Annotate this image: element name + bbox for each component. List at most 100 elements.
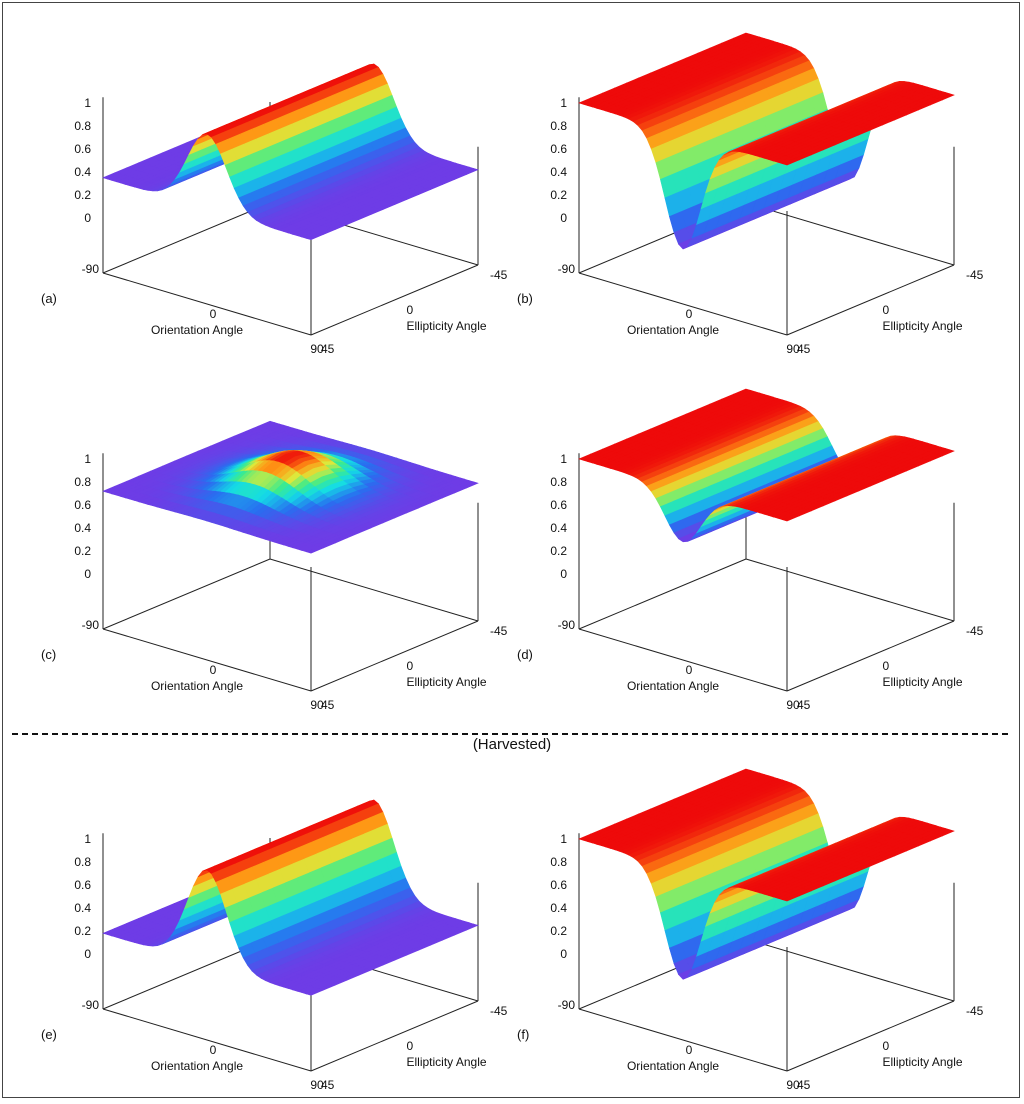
z-tick-label: 0.4: [74, 521, 91, 535]
y-ticks: 450-45: [321, 624, 508, 712]
z-tick-label: 0.6: [550, 498, 567, 512]
y-ticks: 45 0 -45: [797, 268, 984, 356]
z-tick-label: 0.4: [74, 901, 91, 915]
y-axis-label: Ellipticity Angle: [883, 675, 963, 689]
panel-label: (e): [41, 1027, 57, 1042]
y-ticks: 45 0 -45: [797, 1004, 984, 1092]
x-tick-label: 0: [686, 1043, 693, 1057]
z-tick-label: 0.8: [550, 855, 567, 869]
y-ticks: 450-45: [321, 1004, 508, 1092]
z-ticks: 00.20.40.60.81: [550, 96, 567, 225]
z-tick-label: 1: [560, 96, 567, 110]
x-tick-label: 0: [210, 307, 217, 321]
x-tick-label: -90: [82, 998, 100, 1012]
harvested-label: (Harvested): [0, 736, 1024, 753]
y-tick-label: 45: [797, 1078, 811, 1092]
x-tick-label: -90: [558, 262, 576, 276]
back-right-edge: [746, 559, 954, 621]
x-tick-label: -90: [82, 618, 100, 632]
z-tick-label: 0.4: [74, 165, 91, 179]
z-ticks: 00.20.40.60.81: [74, 96, 91, 225]
back-left-edge: [103, 559, 270, 629]
z-tick-label: 0.8: [550, 475, 567, 489]
y-tick-label: 45: [797, 698, 811, 712]
x-tick-label: 0: [686, 307, 693, 321]
z-tick-label: 0.6: [550, 142, 567, 156]
surface: [579, 33, 954, 249]
back-right-edge: [746, 939, 954, 1001]
y-tick-label: 45: [321, 698, 335, 712]
y-tick-label: 0: [407, 659, 414, 673]
y-axis-label: Ellipticity Angle: [883, 1055, 963, 1069]
z-tick-label: 1: [84, 96, 91, 110]
back-right-edge: [270, 559, 478, 621]
back-right-edge: [746, 203, 954, 265]
y-tick-label: 45: [321, 342, 335, 356]
z-tick-label: 0.8: [74, 475, 91, 489]
z-tick-label: 0.2: [550, 544, 567, 558]
z-tick-label: 0: [84, 947, 91, 961]
z-tick-label: 0.8: [74, 119, 91, 133]
surface: [103, 421, 478, 553]
z-tick-label: 1: [560, 452, 567, 466]
panel-label: (c): [41, 647, 56, 662]
z-tick-label: 1: [560, 832, 567, 846]
z-tick-label: 1: [84, 832, 91, 846]
y-axis-label: Ellipticity Angle: [407, 1055, 487, 1069]
z-tick-label: 0.6: [74, 878, 91, 892]
z-tick-label: 0.2: [74, 188, 91, 202]
y-tick-label: 0: [883, 1039, 890, 1053]
panel-label: (b): [517, 291, 533, 306]
z-tick-label: 0.4: [550, 901, 567, 915]
x-tick-label: 0: [210, 1043, 217, 1057]
z-tick-label: 0.8: [550, 119, 567, 133]
x-axis-label: Orientation Angle: [627, 1059, 719, 1073]
z-tick-label: 0.4: [550, 165, 567, 179]
section-divider: [12, 733, 1008, 735]
x-axis-label: Orientation Angle: [627, 323, 719, 337]
z-tick-label: 0.6: [74, 142, 91, 156]
y-axis-label: Ellipticity Angle: [407, 675, 487, 689]
z-tick-label: 0: [84, 567, 91, 581]
x-tick-label: -90: [82, 262, 100, 276]
y-ticks: 450-45: [321, 268, 508, 356]
y-tick-label: 45: [321, 1078, 335, 1092]
z-tick-label: 1: [84, 452, 91, 466]
z-tick-label: 0.2: [74, 544, 91, 558]
z-tick-label: 0.2: [550, 924, 567, 938]
y-tick-label: -45: [966, 1004, 984, 1018]
z-tick-label: 0.2: [74, 924, 91, 938]
y-tick-label: -45: [966, 268, 984, 282]
surface: [103, 800, 478, 995]
y-axis-label: Ellipticity Angle: [883, 319, 963, 333]
y-tick-label: 0: [883, 303, 890, 317]
x-tick-label: 0: [686, 663, 693, 677]
x-axis-label: Orientation Angle: [151, 323, 243, 337]
back-left-edge: [579, 559, 746, 629]
y-tick-label: 0: [407, 1039, 414, 1053]
surface: [579, 769, 954, 979]
z-tick-label: 0: [560, 947, 567, 961]
panel-label: (d): [517, 647, 533, 662]
x-axis-label: Orientation Angle: [151, 679, 243, 693]
z-ticks: 00.20.40.60.81: [550, 832, 567, 961]
z-ticks: 00.20.40.60.81: [550, 452, 567, 581]
z-tick-label: 0.2: [550, 188, 567, 202]
y-tick-label: 45: [797, 342, 811, 356]
x-axis-label: Orientation Angle: [151, 1059, 243, 1073]
